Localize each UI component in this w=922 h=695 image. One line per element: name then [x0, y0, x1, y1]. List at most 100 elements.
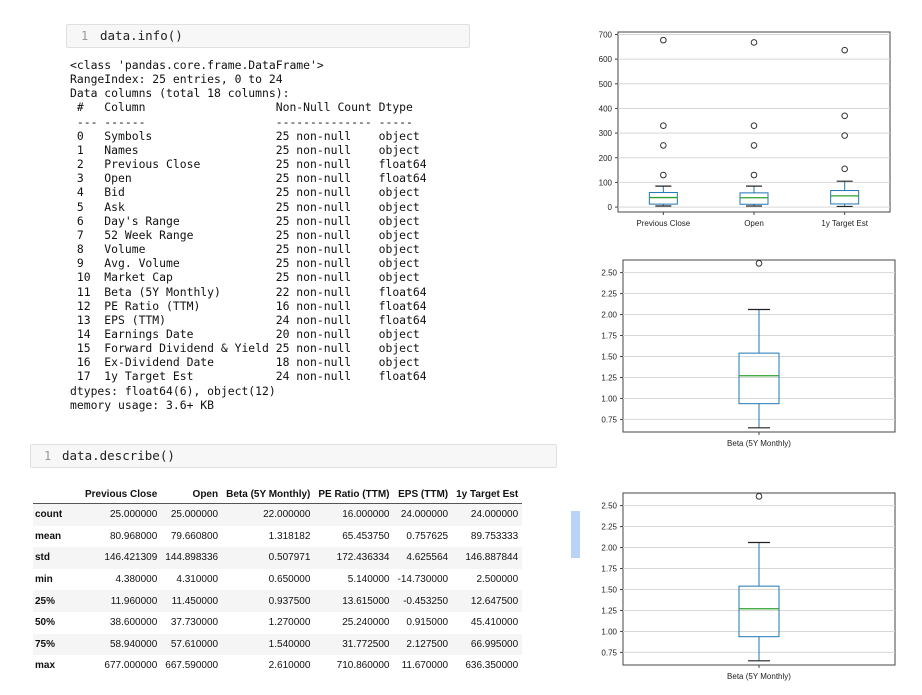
table-cell: 1.318182: [268, 530, 311, 542]
y-tick-label: 0: [608, 203, 613, 212]
table-cell: 11.960000: [110, 595, 158, 607]
table-cell: 80.968000: [109, 530, 158, 542]
row-label: 50%: [35, 617, 56, 629]
table-cell: 0.650000: [268, 574, 311, 586]
table-cell: 65.453750: [342, 530, 390, 542]
table-cell: 667.590000: [165, 660, 219, 672]
x-tick-label: Open: [744, 219, 764, 228]
table-cell: 4.625564: [406, 552, 449, 564]
outlier-point: [841, 112, 848, 120]
box: [738, 352, 780, 405]
y-tick-label: 300: [599, 129, 613, 138]
info-output: <class 'pandas.core.frame.DataFrame'> Ra…: [70, 58, 427, 412]
table-header-row: Previous Close Open Beta (5Y Monthly) PE Ra…: [33, 485, 523, 504]
y-tick-label: 1.00: [601, 627, 617, 636]
row-label: 75%: [35, 638, 56, 650]
table-row: 50% 38.600000 37.730000 1.270000 25.240000 0.…: [33, 612, 522, 634]
table-cell: -0.453250: [403, 595, 449, 607]
table-cell: 1.270000: [268, 617, 311, 629]
table-cell: 144.898336: [165, 552, 219, 564]
table-cell: 24.000000: [470, 509, 519, 521]
table-cell: 58.940000: [109, 638, 158, 650]
code-cell-describe[interactable]: 1 data.describe(): [30, 444, 557, 468]
boxplot-beta-2: 0.75 1.00 1.25 1.50 1.75 2.00 2.25 2.50 Beta (5Y…: [601, 492, 896, 681]
table-row: count 25.000000 25.000000 22.000000 16.00000…: [33, 503, 523, 526]
table-cell: 0.507971: [268, 552, 311, 564]
code-text[interactable]: data.info(): [100, 28, 183, 43]
y-tick-label: 2.25: [601, 290, 617, 299]
outlier-point: [841, 132, 848, 139]
table-row: mean 80.968000 79.660800 1.318182 65.453750 0…: [33, 526, 522, 548]
y-tick-label: 600: [599, 55, 613, 64]
describe-table: Previous Close Open Beta (5Y Monthly) PE Ra…: [33, 485, 523, 677]
code-cell-info[interactable]: 1 data.info(): [66, 24, 470, 48]
table-cell: 146.887844: [465, 552, 519, 564]
table-cell: 1.540000: [268, 638, 311, 650]
box: [739, 192, 769, 205]
table-cell: 2.500000: [476, 574, 519, 586]
table-row: 25% 11.960000 11.450000 0.937500 13.615000 -0…: [33, 590, 523, 612]
boxplot-beta-1: 0.75 1.00 1.25 1.50 1.75 2.00 2.25 2.50 Beta (5Y…: [601, 259, 896, 448]
table-cell: -14.730000: [397, 574, 449, 586]
table-cell: 11.670000: [401, 660, 449, 672]
box: [648, 192, 678, 205]
column-header: Beta (5Y Monthly): [222, 485, 315, 504]
table-row: std 146.421309 144.898336 0.507971 172.43633…: [33, 547, 523, 569]
table-row: min 4.380000 4.310000 0.650000 5.140000 -14.7…: [33, 569, 522, 591]
table-cell: 0.915000: [406, 617, 449, 629]
outlier-point: [660, 36, 667, 44]
y-tick-label: 1.25: [601, 373, 617, 382]
outlier-point: [660, 122, 667, 129]
outlier-point: [841, 165, 848, 173]
outlier-point: [750, 39, 758, 46]
column-header: Open: [161, 485, 223, 504]
row-label: min: [35, 574, 53, 586]
table-cell: 22.000000: [263, 509, 311, 521]
row-label: count: [35, 509, 63, 521]
table-cell: 24.000000: [400, 509, 449, 521]
table-cell: 66.995000: [470, 638, 519, 650]
table-cell: 25.240000: [342, 617, 390, 629]
selection-highlight: [571, 511, 580, 558]
table-cell: 4.380000: [115, 574, 158, 586]
y-tick-label: 1.25: [601, 606, 617, 615]
column-header: 1y Target Est: [452, 485, 523, 504]
outlier-point: [750, 142, 758, 149]
y-tick-label: 1.00: [601, 394, 617, 403]
y-tick-label: 0.75: [601, 648, 617, 657]
column-header: PE Ratio (TTM): [314, 485, 394, 504]
x-tick-label: Previous Close: [636, 219, 690, 228]
table-cell: 2.127500: [406, 638, 449, 650]
outlier-point: [660, 142, 667, 149]
table-row: max 677.000000 667.590000 2.610000 710.86000…: [33, 655, 522, 677]
row-label: std: [35, 552, 50, 564]
x-tick-label: 1y Target Est: [821, 219, 868, 228]
column-header: EPS (TTM): [393, 485, 453, 504]
y-tick-label: 1.50: [601, 352, 617, 361]
row-label: max: [35, 660, 56, 672]
table-cell: 79.660800: [170, 530, 219, 542]
outlier-point: [755, 260, 763, 267]
table-cell: 146.421309: [104, 552, 158, 564]
table-cell: 12.647500: [470, 595, 519, 607]
table-cell: 89.753333: [470, 530, 519, 542]
y-tick-label: 2.00: [601, 311, 617, 320]
table-cell: 0.757625: [406, 530, 449, 542]
y-tick-label: 2.00: [601, 544, 617, 553]
table-cell: 0.937500: [268, 595, 311, 607]
table-cell: 31.772500: [342, 638, 390, 650]
box: [830, 190, 860, 205]
table-cell: 37.730000: [170, 617, 219, 629]
table-cell: 57.610000: [170, 638, 219, 650]
table-cell: 38.600000: [109, 617, 158, 629]
table-cell: 45.410000: [470, 617, 519, 629]
y-tick-label: 200: [599, 154, 613, 163]
y-tick-label: 2.50: [601, 502, 617, 511]
table-cell: 5.140000: [347, 574, 390, 586]
column-header: Previous Close: [81, 485, 162, 504]
table-cell: 13.615000: [342, 595, 390, 607]
x-tick-label: Beta (5Y Monthly): [727, 672, 791, 681]
y-tick-label: 1.75: [601, 565, 617, 574]
code-text[interactable]: data.describe(): [62, 448, 175, 463]
y-tick-label: 100: [599, 178, 613, 187]
